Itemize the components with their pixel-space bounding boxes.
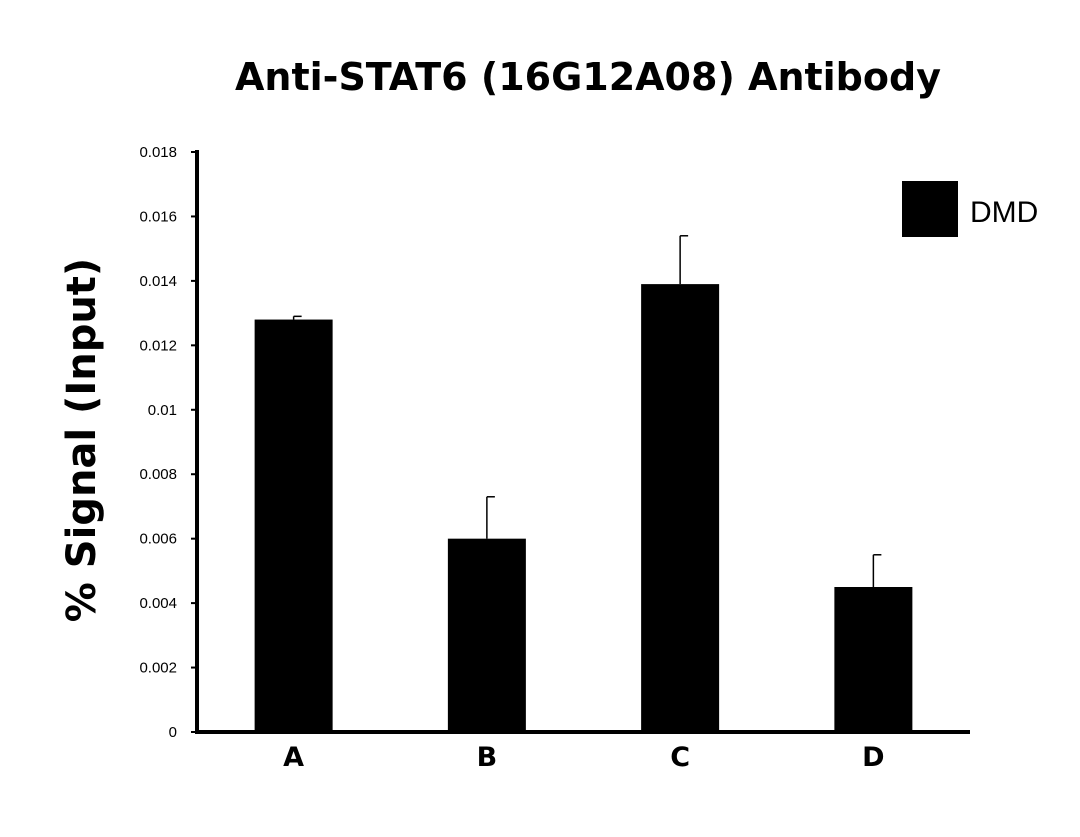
plot-area: 0 0.002 0.004 0.006 0.008 0.01 0.012 0.014 0.016… — [139, 144, 970, 773]
y-tick-label: 0.008 — [139, 466, 177, 483]
y-tick-label: 0.002 — [139, 660, 177, 677]
x-tick-label: B — [477, 742, 498, 773]
y-tick-label: 0.004 — [139, 595, 177, 612]
legend: DMD — [902, 181, 1038, 237]
y-tick-label: 0.016 — [139, 208, 177, 225]
bar — [447, 538, 526, 732]
x-tick-label: A — [283, 742, 304, 773]
y-tick-label: 0.006 — [139, 531, 177, 548]
y-tick-label: 0.012 — [139, 337, 177, 354]
chart-title: Anti-STAT6 (16G12A08) Antibody — [235, 55, 941, 99]
y-tick-label: 0 — [169, 724, 177, 741]
legend-label-dmd: DMD — [970, 196, 1038, 229]
y-tick-label: 0.01 — [148, 402, 177, 419]
bar — [641, 284, 720, 732]
y-tick-label: 0.014 — [139, 273, 177, 290]
legend-swatch-dmd — [902, 181, 958, 237]
x-tick-label: D — [862, 742, 884, 773]
y-tick-label: 0.018 — [139, 144, 177, 161]
y-axis-label: % Signal (Input) — [59, 258, 105, 622]
bar — [834, 587, 913, 732]
x-tick-label: C — [670, 742, 690, 773]
bar — [254, 319, 333, 732]
